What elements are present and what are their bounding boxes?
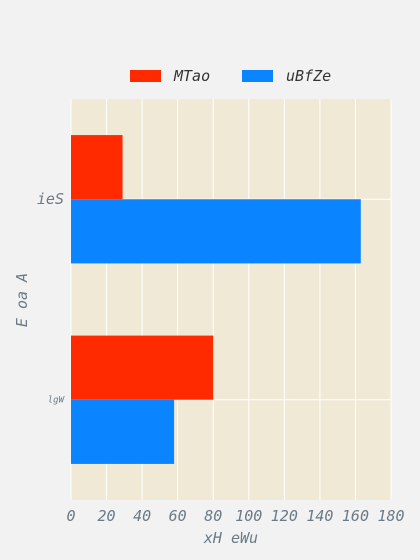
y-tick-labels: ieS lgW: [37, 190, 66, 406]
x-tick-label: 160: [342, 507, 369, 525]
bar-uBfZe-ieS: [71, 199, 361, 264]
bars: [71, 135, 361, 464]
x-tick-label: 120: [271, 507, 298, 525]
legend-label: MTao: [173, 67, 210, 85]
y-tick-label: lgW: [48, 396, 66, 406]
bar-MTao-ieS: [71, 135, 123, 200]
x-tick-label: 60: [169, 507, 187, 525]
x-tick-label: 140: [306, 507, 333, 525]
bar-MTao-lgW: [71, 335, 214, 400]
x-tick-label: 40: [133, 507, 151, 525]
x-tick-label: 180: [377, 507, 404, 525]
x-tick-labels: 0 20 40 60 80 100 120 140 160 180: [66, 507, 404, 525]
bar-uBfZe-lgW: [71, 399, 175, 464]
x-tick-label: 80: [204, 507, 222, 525]
x-tick-label: 100: [235, 507, 262, 525]
legend-swatch: [242, 70, 273, 82]
legend-label: uBfZe: [286, 67, 331, 85]
y-axis-label: E oa A: [13, 273, 31, 327]
x-axis-label: xH eWu: [203, 529, 258, 547]
x-tick-label: 0: [66, 507, 75, 525]
legend: MTao uBfZe: [130, 67, 331, 85]
y-tick-label: ieS: [37, 190, 64, 208]
legend-swatch: [130, 70, 161, 82]
x-tick-label: 20: [98, 507, 116, 525]
